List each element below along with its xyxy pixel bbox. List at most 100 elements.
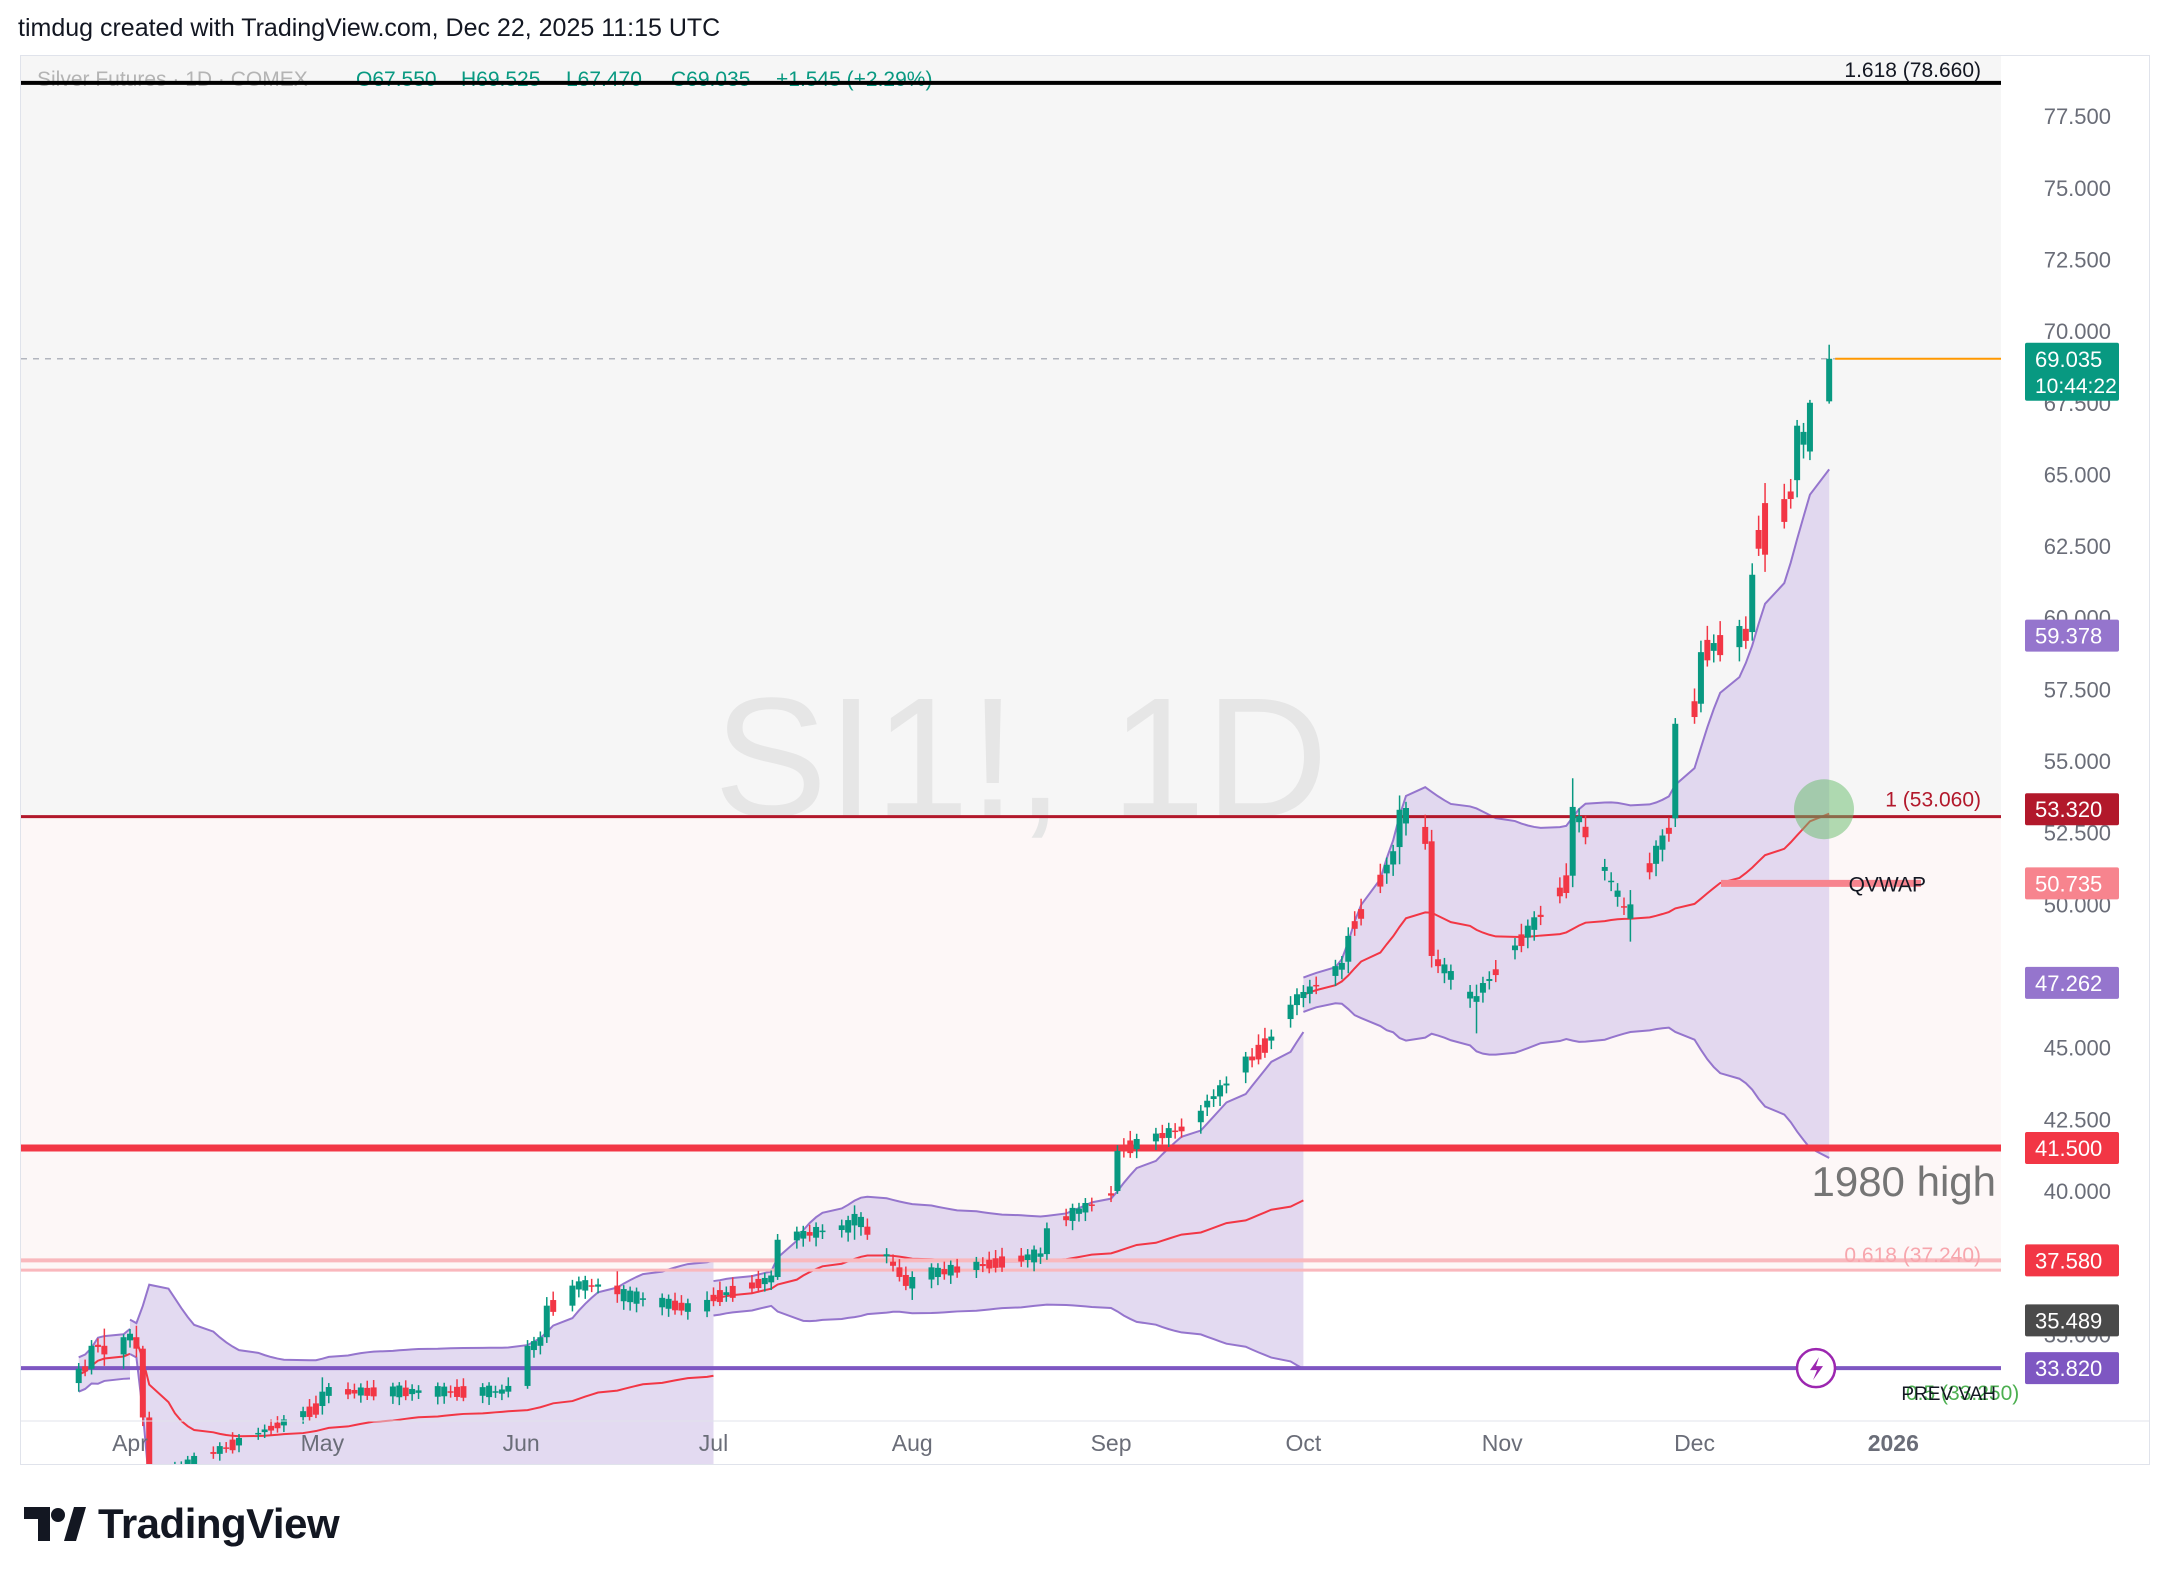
candle-body	[896, 1267, 903, 1277]
price-label-text: 50.735	[2035, 871, 2102, 896]
candle-body	[1422, 826, 1429, 844]
price-label-badge[interactable]	[2025, 966, 2119, 999]
candle-body	[973, 1261, 980, 1271]
price-tick: 75.000	[2044, 176, 2111, 201]
candle-body	[441, 1386, 448, 1397]
band-upper-q3	[1303, 468, 1830, 979]
candle-body	[582, 1280, 589, 1291]
time-tick[interactable]: May	[301, 1430, 345, 1456]
horizontal-levels[interactable]	[21, 80, 2001, 1371]
time-axis[interactable]: Apr May Jun Jul Aug Sep Oct Nov Dec 2026	[21, 1420, 2149, 1456]
candle-body	[1620, 906, 1627, 908]
candle-body	[127, 1333, 134, 1341]
label-fib-0618: 0.618 (37.240)	[1844, 1244, 1981, 1267]
chart-canvas[interactable]: SI1!, 1D Silver Futures · 1D · COMEX O67…	[21, 56, 2149, 1464]
band-lower-q0	[78, 1377, 131, 1393]
price-tick: 77.500	[2044, 104, 2111, 129]
candle-body	[1794, 425, 1801, 481]
time-tick[interactable]: Aug	[892, 1430, 933, 1456]
time-tick[interactable]: 2026	[1868, 1430, 1919, 1456]
candle-body	[1108, 1193, 1115, 1196]
candle-body	[1261, 1038, 1268, 1053]
candle-body	[268, 1425, 275, 1431]
time-tick[interactable]: Dec	[1674, 1430, 1715, 1456]
candle-body	[755, 1278, 762, 1289]
price-label-text: 47.262	[2035, 971, 2102, 996]
price-label-badge[interactable]	[2025, 1304, 2119, 1337]
price-label-badge[interactable]	[2025, 867, 2119, 900]
symbol-watermark: SI1!, 1D	[714, 663, 1328, 853]
price-label-text: 53.320	[2035, 797, 2102, 822]
candle-body	[1345, 935, 1352, 962]
price-tick: 55.000	[2044, 749, 2111, 774]
candle-body	[1377, 874, 1384, 887]
candle-body	[1217, 1085, 1224, 1097]
candle-body	[1467, 991, 1474, 999]
candle-body	[1204, 1100, 1211, 1108]
candle-body	[236, 1437, 243, 1446]
candle-body	[1537, 914, 1544, 917]
candle-body	[813, 1226, 820, 1238]
candle-body	[75, 1368, 82, 1384]
label-fib-1: 1 (53.060)	[1885, 789, 1981, 812]
candle-body	[486, 1385, 493, 1398]
candle-body	[409, 1388, 416, 1395]
candle-body	[1383, 864, 1390, 874]
time-tick[interactable]: Nov	[1482, 1430, 1523, 1456]
price-label-text: 35.489	[2035, 1308, 2102, 1333]
price-tick: 45.000	[2044, 1036, 2111, 1061]
candle-body	[1569, 806, 1576, 876]
chart-frame[interactable]: SI1!, 1D Silver Futures · 1D · COMEX O67…	[20, 55, 2150, 1465]
candle-body	[1435, 959, 1442, 967]
price-label-badge[interactable]	[2025, 1352, 2119, 1385]
price-label-badge[interactable]	[2025, 342, 2119, 401]
vwap-line-q1	[129, 1335, 714, 1438]
time-tick[interactable]: Sep	[1091, 1430, 1132, 1456]
candle-body	[319, 1391, 326, 1406]
price-label-text: 33.820	[2035, 1356, 2102, 1381]
candle-body	[1338, 962, 1345, 970]
candle-body	[530, 1341, 537, 1351]
candle-body	[665, 1298, 672, 1309]
candle-body	[325, 1387, 332, 1396]
lightning-icon-bolt	[1810, 1357, 1823, 1381]
candle-body	[1826, 358, 1833, 402]
candle-body	[774, 1239, 781, 1278]
candle-body	[704, 1299, 711, 1312]
candle-body	[934, 1267, 941, 1278]
price-label-badge[interactable]	[2025, 1132, 2119, 1165]
candle-body	[351, 1389, 358, 1394]
candle-body	[1165, 1128, 1172, 1138]
candle-body	[909, 1277, 916, 1289]
price-label-badge[interactable]	[2025, 793, 2119, 826]
lightning-icon	[1795, 1347, 1837, 1389]
price-tick: 42.500	[2044, 1107, 2111, 1132]
candle-body	[1293, 994, 1300, 1006]
tradingview-logo[interactable]: TradingView	[24, 1500, 340, 1548]
candle-body	[954, 1266, 961, 1273]
candle-body	[1255, 1044, 1262, 1060]
candle-body	[505, 1385, 512, 1392]
candle-body	[1069, 1207, 1076, 1221]
candle-body	[1806, 402, 1813, 452]
candle-body	[1486, 979, 1493, 981]
tradingview-wordmark: TradingView	[98, 1500, 340, 1547]
time-tick[interactable]: Apr	[112, 1430, 148, 1456]
price-label-badge[interactable]	[2025, 619, 2119, 652]
price-axis[interactable]: 77.50075.00072.50070.00067.50065.00062.5…	[2025, 104, 2119, 1385]
time-tick[interactable]: Oct	[1286, 1430, 1322, 1456]
candle-body	[992, 1258, 999, 1268]
candle-body	[210, 1452, 217, 1454]
time-tick[interactable]: Jun	[503, 1430, 540, 1456]
candle-body	[1223, 1083, 1230, 1086]
candle-body	[851, 1213, 858, 1226]
time-tick[interactable]: Jul	[699, 1430, 728, 1456]
price-tick: 40.000	[2044, 1179, 2111, 1204]
candle-body	[845, 1220, 852, 1233]
price-label-badge[interactable]	[2025, 1244, 2119, 1277]
candle-body	[312, 1403, 319, 1415]
candle-body	[595, 1284, 602, 1287]
candle-body	[1646, 863, 1653, 873]
candle-body	[216, 1446, 223, 1454]
candle-body	[1390, 851, 1397, 865]
